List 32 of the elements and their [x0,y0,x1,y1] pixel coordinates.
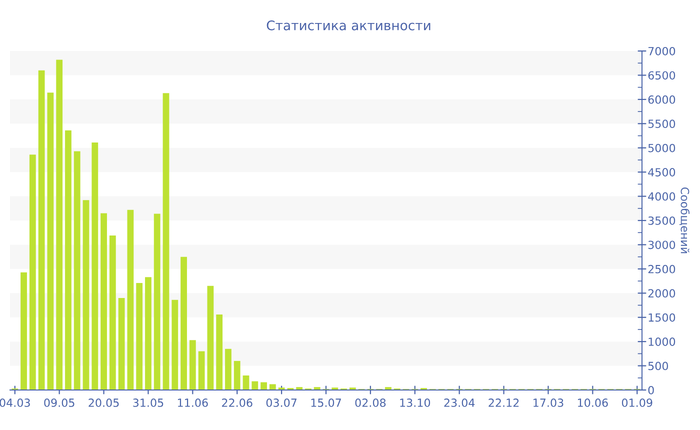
x-tick-label: 03.07 [266,398,297,407]
y-tick-label: 4000 [648,192,676,201]
x-tick-label: 31.05 [133,398,164,407]
y-tick-label: 2500 [648,264,676,274]
x-tick-label: 22.12 [488,398,519,407]
y-tick-label: 2000 [648,289,676,298]
x-tick-label: 22.06 [222,398,252,407]
y-tick-label: 0 [648,386,654,394]
y-tick-label: 1500 [648,313,676,322]
y-tick-label: 7000 [648,46,676,56]
y-tick-label: 3000 [648,240,676,250]
x-tick-label: 01.09 [622,398,652,407]
y-tick-label: 4500 [648,168,676,176]
y-tick-label: 6500 [648,71,676,80]
y-tick-label: 3500 [648,216,676,225]
y-tick-label: 5500 [648,120,676,128]
y-tick-label: 5000 [648,144,676,152]
x-tick-label: 17.03 [534,398,564,407]
x-tick-label: 02.08 [355,398,386,407]
x-tick-label: 11.06 [178,398,208,407]
x-tick-label: 04.03 [0,398,30,407]
x-tick-label: 10.06 [578,398,608,407]
chart-title: Статистика активности [266,20,430,30]
x-tick-label: 23.04 [444,398,475,407]
x-tick-label: 09.05 [44,398,74,407]
y-tick-label: 500 [648,362,668,370]
x-tick-label: 15.07 [311,398,341,407]
x-tick-label: 13.10 [400,398,430,407]
y-tick-label: 1000 [648,338,676,346]
y-tick-label: 6000 [648,95,676,104]
y-axis-title: Сообщений [679,188,690,254]
x-tick-label: 20.05 [88,398,119,407]
